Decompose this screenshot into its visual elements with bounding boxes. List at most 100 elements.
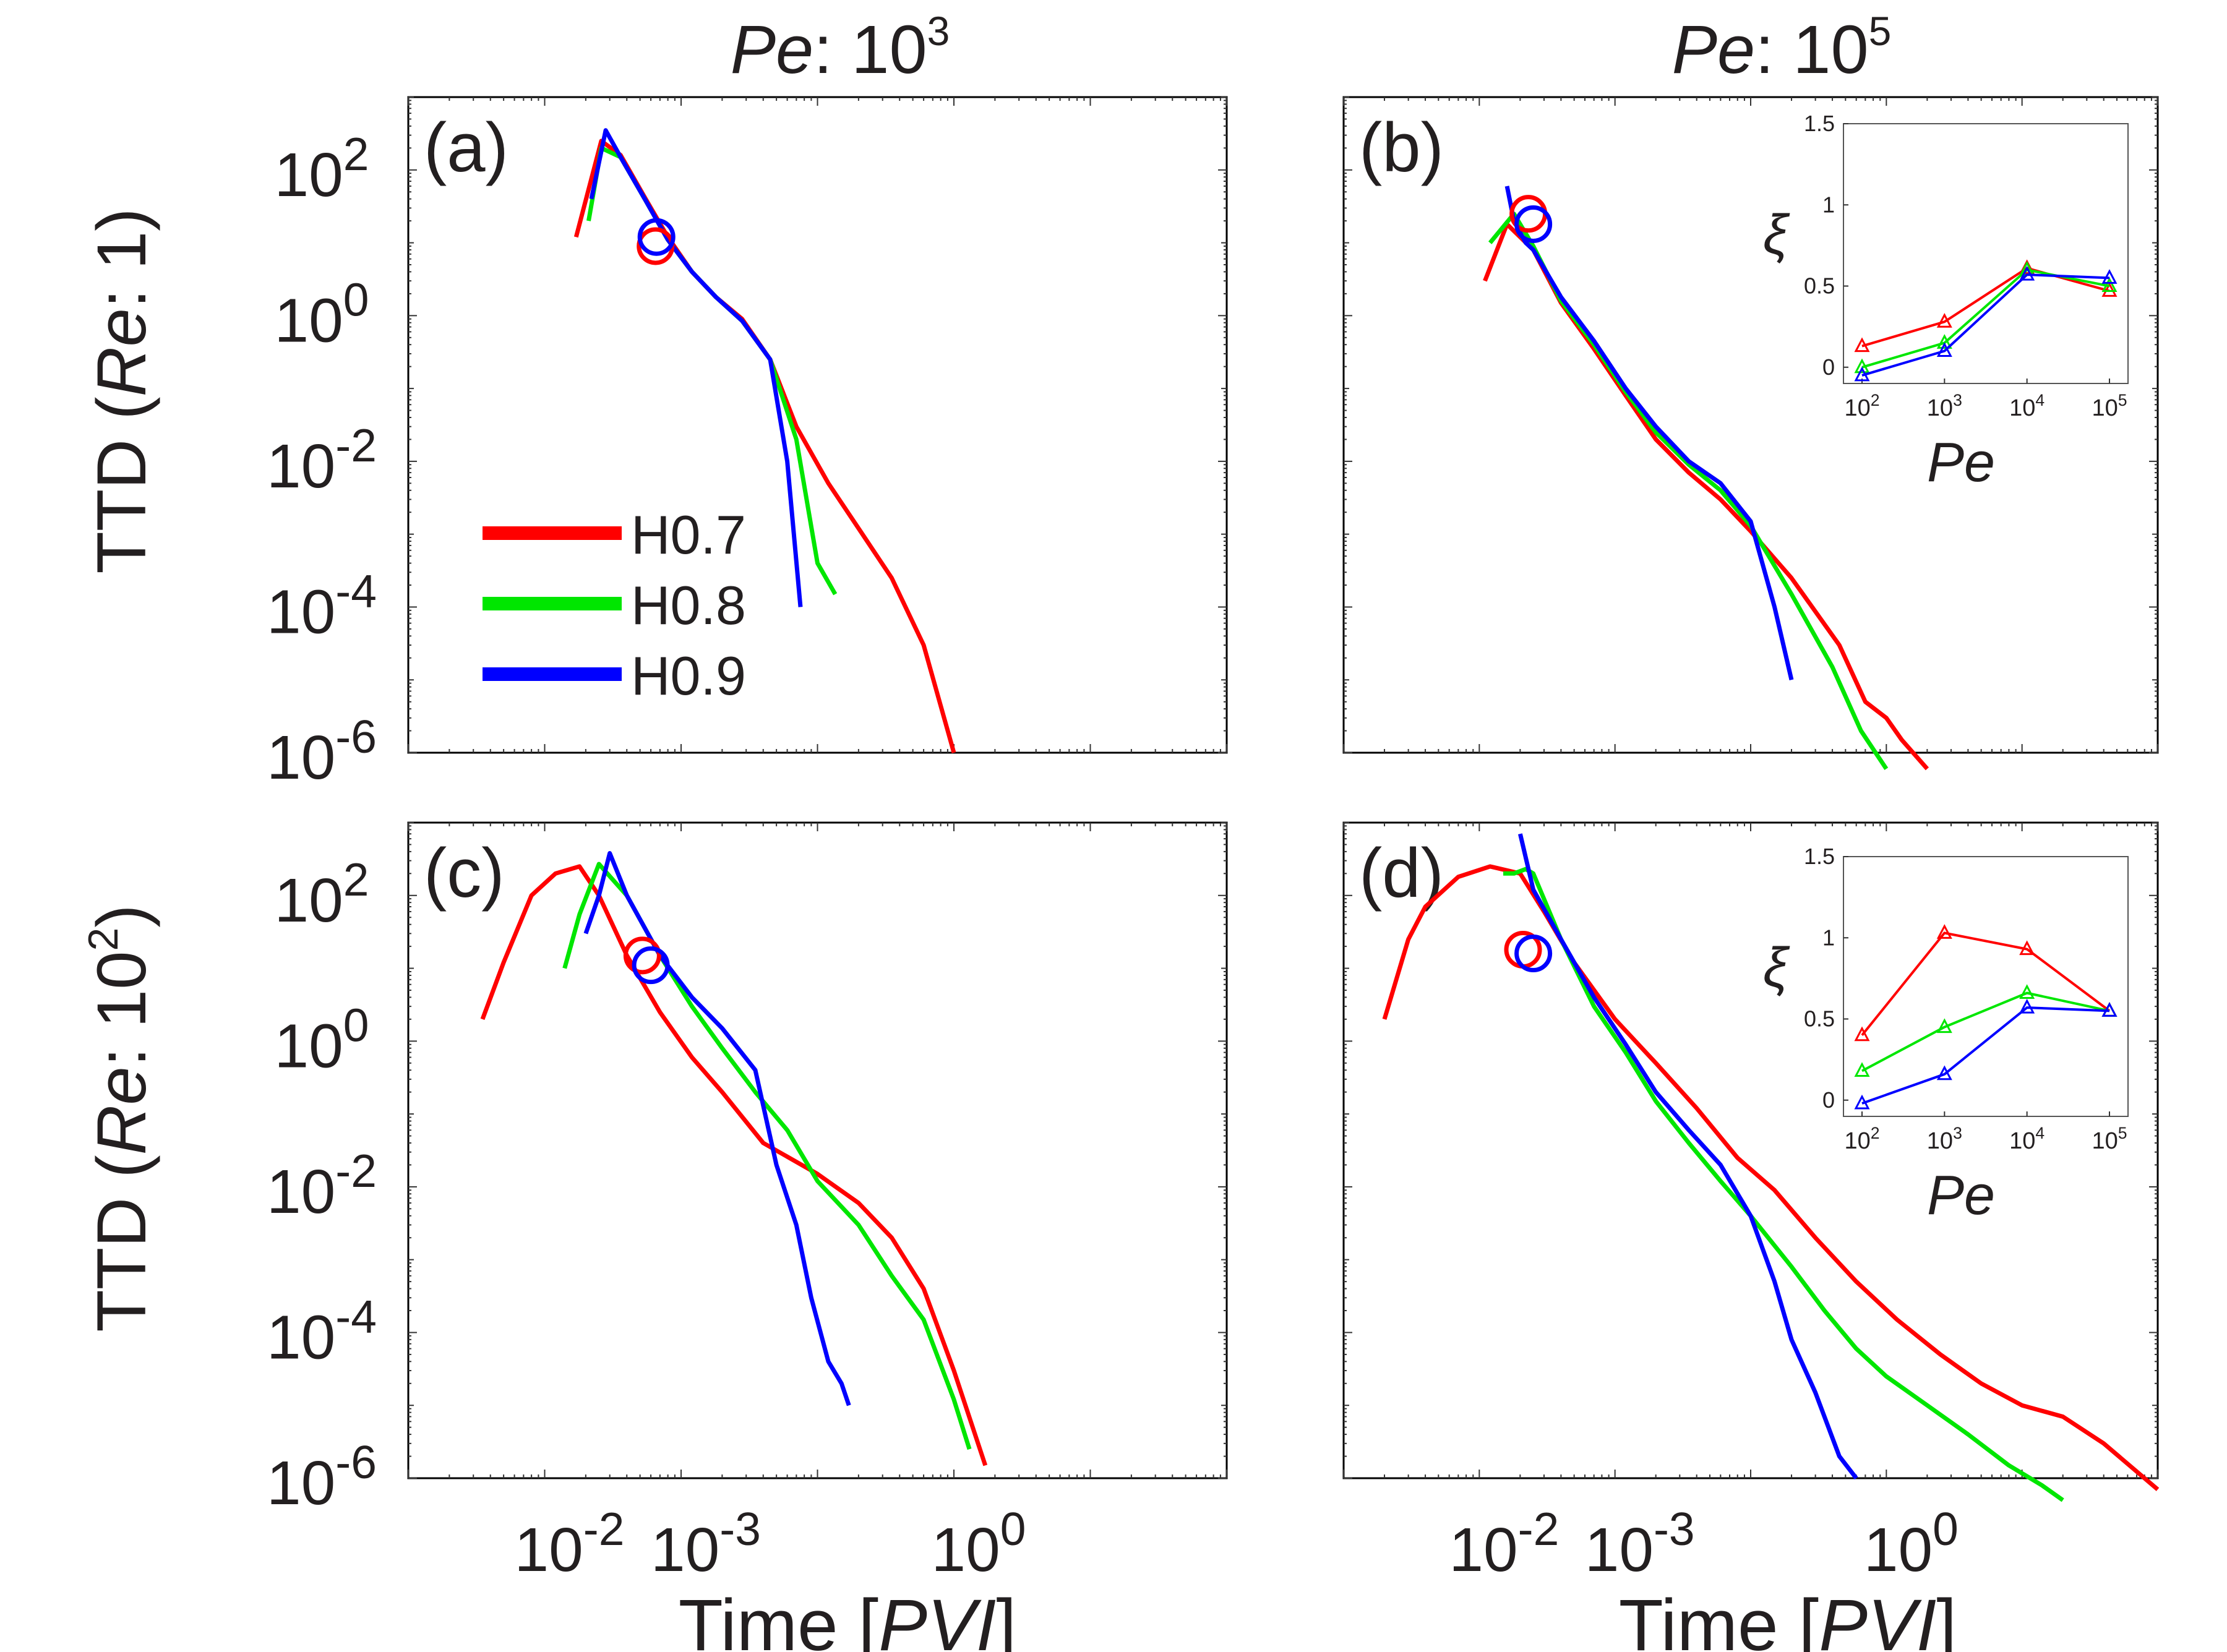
inset-y-tick-label: 0 <box>1822 1087 1835 1113</box>
inset-marker-H0.9 <box>1854 1094 1870 1110</box>
row-title-sup: 2 <box>80 928 127 951</box>
marker-circle-H0.9 <box>632 946 670 985</box>
tick-base: 10 <box>1585 1515 1654 1585</box>
panel-label: (a) <box>424 109 508 186</box>
inset-x-tick-label: 105 <box>2092 1124 2127 1154</box>
tick-base: 10 <box>1449 1515 1517 1585</box>
tick-exponent: -6 <box>335 1436 377 1488</box>
column-title-italic: Pe <box>731 12 814 88</box>
tick-base: 10 <box>275 1011 343 1081</box>
tick-exponent: 2 <box>343 854 369 905</box>
column-title-text: : 10 <box>813 12 927 88</box>
inset-y-tick-label: 1 <box>1822 192 1835 217</box>
inset-x-tick-label: 104 <box>2009 1124 2045 1154</box>
tick-base: 10 <box>2092 1128 2118 1154</box>
column-title-sup: 5 <box>1869 8 1892 54</box>
marker-circle-H0.9 <box>637 218 676 256</box>
axes-box <box>407 96 1228 754</box>
marker-circle-H0.9 <box>1514 205 1553 243</box>
inset-marker-H0.7 <box>2101 282 2118 297</box>
tick-exponent: 0 <box>1933 1503 1959 1555</box>
row-title-rest: : 1) <box>83 208 160 308</box>
tick-base: 10 <box>651 1515 719 1585</box>
tick-exponent: 0 <box>343 999 369 1051</box>
x-axis-label-italic: PVI <box>878 1585 996 1652</box>
inset-marker-H0.8 <box>1936 334 1952 349</box>
tick-exponent: -3 <box>719 1503 761 1555</box>
series-line-H0.9 <box>1504 186 1794 680</box>
inset-marker-H0.9 <box>1936 342 1952 357</box>
tick-exponent: 3 <box>1953 391 1962 409</box>
inset-x-tick-label: 104 <box>2009 391 2045 421</box>
x-axis-label-pre: Time [ <box>1619 1585 1819 1652</box>
series-line-H0.9 <box>589 128 803 607</box>
column-title-italic: Pe <box>1672 12 1756 88</box>
x-axis-label-right: Time [PVI] <box>1619 1585 1957 1652</box>
inset-x-tick-label: 103 <box>1927 391 1962 421</box>
inset-x-axis-label: Pe <box>1927 1165 1995 1226</box>
x-axis-label-left: Time [PVI] <box>679 1585 1016 1652</box>
tick-base: 10 <box>932 1515 1000 1585</box>
inset-marker-H0.7 <box>1936 924 1952 939</box>
y-tick-label: 10-6 <box>267 1436 377 1518</box>
y-tick-label: 100 <box>275 999 369 1081</box>
x-tick-label: 100 <box>932 1503 1026 1585</box>
tick-exponent: 2 <box>1871 391 1880 409</box>
tick-base: 10 <box>2009 395 2035 421</box>
axes-box <box>407 821 1228 1479</box>
inset-y-axis-label: ξ <box>1763 204 1790 266</box>
x-axis-label-italic: PVI <box>1819 1585 1936 1652</box>
y-tick-label: 10-4 <box>267 1290 377 1372</box>
row-title-pre: TTD ( <box>83 396 160 573</box>
tick-exponent: 4 <box>2035 1124 2045 1142</box>
x-tick-label: 10-3 <box>1585 1503 1695 1585</box>
inset-x-tick-label: 103 <box>1927 1124 1962 1154</box>
series-line-H0.8 <box>1503 867 2064 1502</box>
tick-exponent: 4 <box>2035 391 2045 409</box>
inset-marker-H0.8 <box>1854 358 1870 374</box>
column-title-sup: 3 <box>927 8 950 54</box>
tick-exponent: -4 <box>335 565 377 617</box>
row-title-rest: : 10 <box>83 951 160 1067</box>
inset-y-tick-label: 1 <box>1822 925 1835 950</box>
inset-marker-H0.9 <box>2019 265 2035 281</box>
x-axis-label-post: ] <box>1936 1585 1957 1652</box>
row-title-pre: TTD ( <box>83 1155 160 1332</box>
inset-y-axis-label: ξ <box>1763 937 1790 999</box>
tick-base: 10 <box>2092 395 2118 421</box>
tick-exponent: -6 <box>335 711 377 763</box>
tick-exponent: -2 <box>335 1145 377 1197</box>
tick-base: 10 <box>267 577 335 646</box>
marker-circle-H0.9 <box>1514 935 1553 973</box>
row-title-italic: Re <box>83 1066 160 1155</box>
inset-marker-H0.7 <box>1936 313 1952 328</box>
inset-marker-H0.8 <box>1936 1018 1952 1034</box>
row-title-italic: Re <box>83 308 160 396</box>
inset-y-tick-label: 0 <box>1822 354 1835 380</box>
inset-series-line-H0.8 <box>1861 991 2110 1072</box>
series-line-H0.8 <box>562 862 972 1450</box>
tick-base: 10 <box>1864 1515 1933 1585</box>
inset-x-tick-label: 105 <box>2092 391 2127 421</box>
column-title-text: : 10 <box>1755 12 1868 88</box>
tick-base: 10 <box>267 432 335 501</box>
x-axis-label-pre: Time [ <box>679 1585 878 1652</box>
tick-exponent: -2 <box>335 419 377 471</box>
tick-exponent: 0 <box>1000 1503 1026 1555</box>
inset-series-line-H0.7 <box>1861 931 2111 1037</box>
y-tick-label: 10-6 <box>267 711 377 792</box>
tick-exponent: -3 <box>1654 1503 1695 1555</box>
column-title-pe-100000: Pe: 105 <box>1672 8 1892 88</box>
inset-x-tick-label: 102 <box>1844 391 1879 421</box>
inset-marker-H0.9 <box>2101 1002 2118 1017</box>
inset-marker-H0.9 <box>2019 998 2035 1014</box>
inset-marker-H0.7 <box>1854 1026 1870 1042</box>
panel-label: (d) <box>1359 834 1444 912</box>
inset-marker-H0.9 <box>1854 366 1870 382</box>
